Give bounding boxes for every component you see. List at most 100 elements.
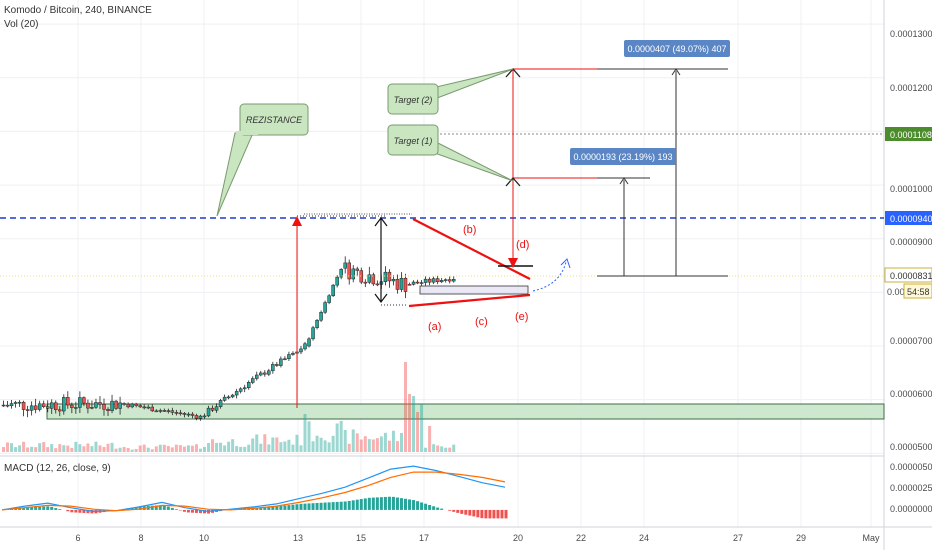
volume-bar [38,443,42,452]
target-2-callout[interactable]: Target (2) [387,68,514,115]
macd-hist-bar [408,499,412,510]
triangle-upper-line[interactable] [412,218,531,280]
volume-bar [287,439,291,452]
volume-bar [94,441,98,452]
volume-bar [58,444,62,452]
height-arrowhead-bottom [374,293,388,303]
time-axis[interactable]: 6 8 10 13 15 17 20 22 24 27 29 May [75,533,880,543]
macd-hist-bar [399,498,403,510]
volume-bar [174,444,178,452]
candle-body [355,268,360,271]
volume-bar [279,442,283,452]
candle-body [106,409,110,411]
wave-a-label: (a) [428,321,441,333]
candle-body [303,343,307,350]
price-axis[interactable]: 0.0001300 0.0001200 0.0001000 0.0000900 … [890,29,932,452]
macd-hist-bar [488,509,492,519]
svg-text:0.0001108: 0.0001108 [890,130,932,140]
macd-hist-bar [355,499,359,510]
volume-bar [146,447,150,452]
volume-bar [98,445,102,452]
macd-hist-bar [279,505,283,510]
candle-body [307,338,311,347]
volume-bar [307,421,311,452]
macd-hist-bar [198,509,202,514]
candle-body [283,358,287,360]
volume-bar [158,444,162,452]
target-1-text: Target (1) [394,136,433,146]
volume-bar [182,446,186,452]
consolidation-box[interactable] [419,285,529,295]
candle-body [435,278,440,283]
candle-body [279,358,283,366]
candle-body [66,397,70,406]
measure-1-label[interactable]: 0.0000193 (23.19%) 193 [570,148,676,165]
volume-bar [295,434,299,452]
volume-bar [110,442,114,452]
candle-body [102,404,106,410]
candle-body [407,284,412,286]
candle-body [21,401,26,410]
volume-bar [26,447,30,452]
rezistance-callout[interactable]: REZISTANCE [216,103,309,217]
candle-body [267,370,271,375]
volume-bar [162,444,166,452]
volume-bar [166,445,170,452]
candle-body [359,270,364,283]
candle-body [387,271,392,282]
candle-body [122,403,126,405]
candle-body [419,282,424,284]
volume-bar [231,439,235,452]
macd-hist-bar [203,509,206,514]
candle-body [222,396,227,401]
candle-body [33,405,38,410]
macd-hist-bar [416,501,420,510]
candle-body [130,403,134,408]
candle-body [343,262,347,269]
time-label: 27 [733,533,743,543]
macd-hist-bar [34,507,38,510]
macd-hist-bar [315,502,319,510]
macd-hist-bar [22,507,26,510]
volume-bar [54,448,58,452]
candle-body [230,394,235,398]
triangle-lower-line[interactable] [408,293,531,308]
macd-hist-bar [440,508,444,510]
candle-body [210,407,215,411]
candle-body [182,413,187,415]
macd-hist-bar [436,507,440,510]
volume-bar [424,447,428,452]
volume-bar [247,444,251,452]
volume-bar [198,448,202,452]
price-tick: 0.0001200 [890,83,932,93]
macd-hist-bar [432,506,436,510]
volume-bar [106,443,110,452]
volume-bar [359,439,363,452]
candle-body [447,279,452,282]
svg-text:0.0000940: 0.0000940 [890,214,932,224]
volume-bar [223,445,227,452]
candle-body [275,364,279,366]
volume-bar [267,444,271,452]
macd-hist-bar [263,506,267,510]
candle-body [186,413,191,416]
macd-hist-bar [504,509,508,519]
volume-bar [150,449,154,452]
volume-bar [22,441,26,452]
macd-axis[interactable]: 0.0000050 0.0000025 0.0000000 [890,462,932,514]
target-1-callout[interactable]: Target (1) [387,124,514,182]
macd-hist-bar [387,496,391,510]
volume-bar [448,447,452,452]
measure-2-label[interactable]: 0.0000407 (49.07%) 407 [624,40,730,57]
macd-hist-bar [319,502,323,510]
macd-hist-bar [186,509,190,513]
macd-hist-bar [58,509,62,510]
macd-hist-bar [66,509,70,512]
volume-bar [239,446,243,452]
macd-hist-bar [42,506,46,510]
price-tick: 0.0000900 [890,237,932,247]
support-zone[interactable] [46,403,885,420]
volume-bar [408,394,412,452]
macd-hist-bar [275,506,279,510]
